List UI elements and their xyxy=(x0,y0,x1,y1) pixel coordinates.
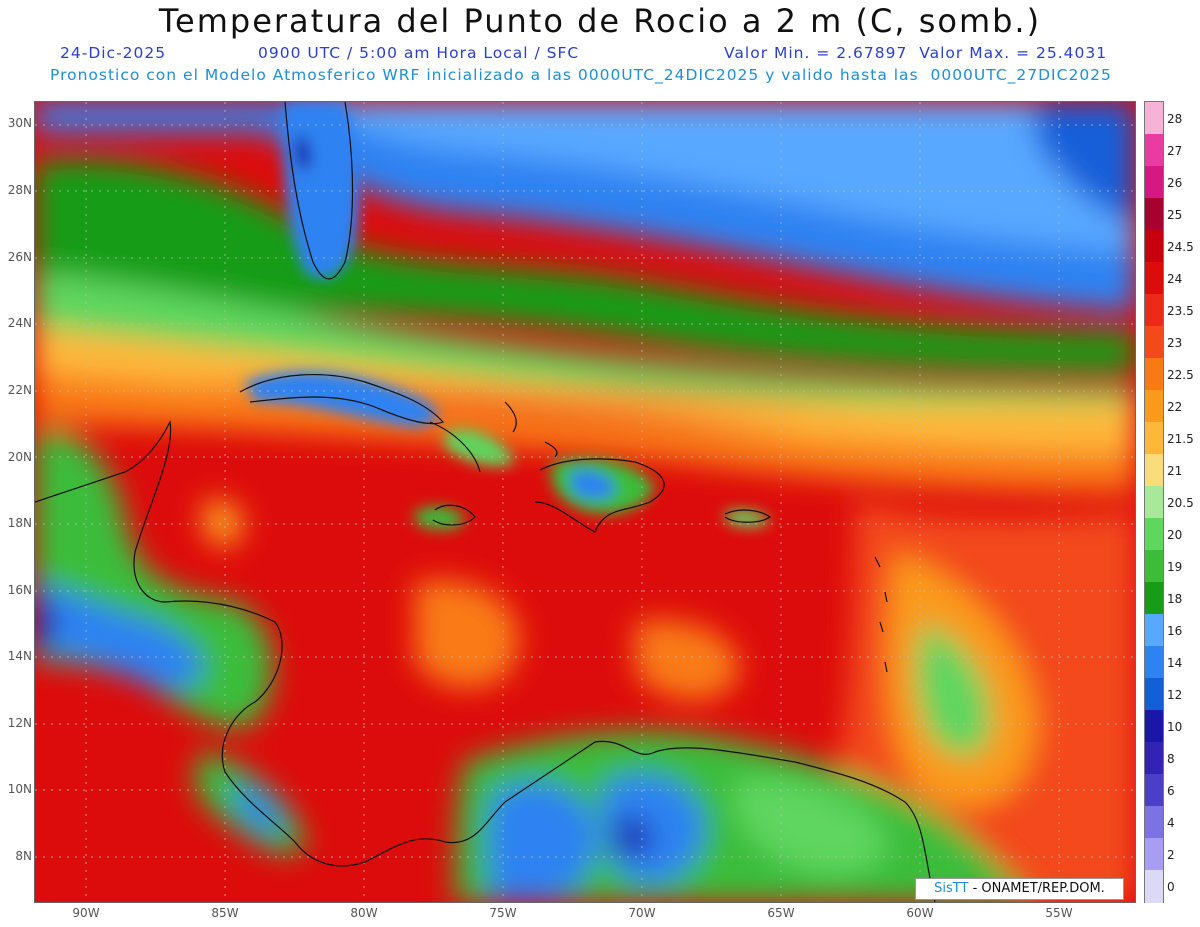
colorbar-segment xyxy=(1145,710,1163,743)
colorbar-label: 25 xyxy=(1167,208,1183,223)
lon-label: 70W xyxy=(628,906,656,920)
colorbar-label: 14 xyxy=(1167,656,1183,671)
colorbar-label: 26 xyxy=(1167,176,1183,191)
lon-label: 85W xyxy=(211,906,239,920)
credit-text: - ONAMET/REP.DOM. xyxy=(968,881,1105,896)
colorbar-label: 22.5 xyxy=(1167,368,1194,383)
lat-label: 8N xyxy=(15,849,32,863)
colorbar-segment xyxy=(1145,742,1163,775)
lat-label: 18N xyxy=(7,516,32,530)
colorbar-label: 23 xyxy=(1167,336,1183,351)
colorbar-segment xyxy=(1145,774,1163,807)
colorbar-segment xyxy=(1145,518,1163,551)
model-info: Pronostico con el Modelo Atmosferico WRF… xyxy=(50,66,1112,84)
dewpoint-map xyxy=(34,101,1136,903)
colorbar-segment xyxy=(1145,870,1163,903)
colorbar-label: 19 xyxy=(1167,560,1183,575)
colorbar-segment xyxy=(1145,678,1163,711)
colorbar-label: 27 xyxy=(1167,144,1183,159)
lat-label: 12N xyxy=(7,716,32,730)
graticule xyxy=(35,102,1135,902)
lat-label: 22N xyxy=(7,383,32,397)
lon-label: 65W xyxy=(767,906,795,920)
colorbar-segment xyxy=(1145,198,1163,231)
colorbar-label: 10 xyxy=(1167,720,1183,735)
lon-label: 75W xyxy=(489,906,517,920)
colorbar-segment xyxy=(1145,614,1163,647)
map-canvas xyxy=(35,102,1135,902)
colorbar-label: 24.5 xyxy=(1167,240,1194,255)
lat-label: 20N xyxy=(7,450,32,464)
lon-label: 90W xyxy=(72,906,100,920)
colorbar-label: 24 xyxy=(1167,272,1183,287)
colorbar-label: 12 xyxy=(1167,688,1183,703)
colorbar-segment xyxy=(1145,646,1163,679)
map-title: Temperatura del Punto de Rocio a 2 m (C,… xyxy=(158,2,1042,40)
colorbar-segment xyxy=(1145,102,1163,135)
colorbar-segment xyxy=(1145,454,1163,487)
colorbar-label: 23.5 xyxy=(1167,304,1194,319)
colorbar-segment xyxy=(1145,294,1163,327)
colorbar-segment xyxy=(1145,390,1163,423)
colorbar-label: 6 xyxy=(1167,784,1175,799)
colorbar-segment xyxy=(1145,134,1163,167)
colorbar-label: 22 xyxy=(1167,400,1183,415)
lat-label: 16N xyxy=(7,583,32,597)
colorbar-segment xyxy=(1145,166,1163,199)
lon-label: 80W xyxy=(350,906,378,920)
lon-label: 55W xyxy=(1045,906,1073,920)
brand-logo: SisTT xyxy=(934,881,969,896)
colorbar-segment xyxy=(1145,262,1163,295)
colorbar-label: 18 xyxy=(1167,592,1183,607)
colorbar-segment xyxy=(1145,582,1163,615)
colorbar-segment xyxy=(1145,806,1163,839)
lat-label: 14N xyxy=(7,649,32,663)
credit-box: SisTT - ONAMET/REP.DOM. xyxy=(915,878,1124,900)
forecast-date: 24-Dic-2025 xyxy=(60,44,167,62)
valid-time: 0900 UTC / 5:00 am Hora Local / SFC xyxy=(258,44,580,62)
colorbar-label: 16 xyxy=(1167,624,1183,639)
colorbar-label: 21 xyxy=(1167,464,1183,479)
colorbar-label: 20 xyxy=(1167,528,1183,543)
coastlines xyxy=(35,102,936,902)
colorbar-segment xyxy=(1145,326,1163,359)
lat-label: 24N xyxy=(7,316,32,330)
colorbar-label: 4 xyxy=(1167,816,1175,831)
colorbar-segment xyxy=(1145,422,1163,455)
min-max-values: Valor Min. = 2.67897 Valor Max. = 25.403… xyxy=(724,44,1108,62)
colorbar-label: 20.5 xyxy=(1167,496,1194,511)
lat-label: 30N xyxy=(7,116,32,130)
lat-label: 10N xyxy=(7,782,32,796)
colorbar-segment xyxy=(1145,550,1163,583)
lat-label: 26N xyxy=(7,250,32,264)
lon-label: 60W xyxy=(906,906,934,920)
lat-label: 28N xyxy=(7,183,32,197)
colorbar-label: 21.5 xyxy=(1167,432,1194,447)
colorbar-segment xyxy=(1145,838,1163,871)
colorbar-label: 8 xyxy=(1167,752,1175,767)
colorbar xyxy=(1144,101,1164,903)
colorbar-label: 2 xyxy=(1167,848,1175,863)
colorbar-segment xyxy=(1145,358,1163,391)
colorbar-label: 28 xyxy=(1167,112,1183,127)
colorbar-label: 0 xyxy=(1167,880,1175,895)
colorbar-segment xyxy=(1145,486,1163,519)
colorbar-segment xyxy=(1145,230,1163,263)
